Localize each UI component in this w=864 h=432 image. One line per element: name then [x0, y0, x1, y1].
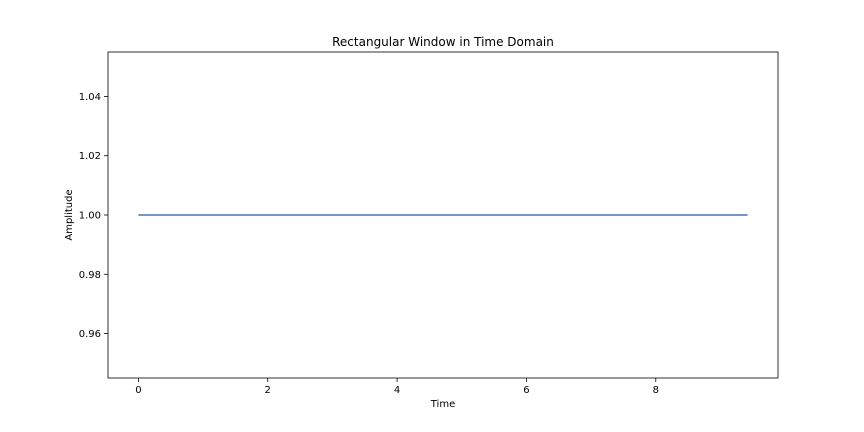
x-tick-label: 8 [653, 385, 659, 396]
x-tick-label: 6 [523, 385, 529, 396]
x-tick-label: 4 [394, 385, 400, 396]
y-tick-label: 1.00 [79, 211, 101, 222]
y-axis: 0.96 0.98 1.00 1.02 1.04 [79, 92, 108, 340]
x-axis-label: Time [430, 399, 455, 410]
chart-title: Rectangular Window in Time Domain [332, 35, 554, 49]
y-axis-label: Amplitude [64, 189, 75, 240]
x-axis: 0 2 4 6 8 [135, 378, 659, 396]
x-tick-label: 2 [265, 385, 271, 396]
y-tick-label: 1.04 [79, 92, 101, 103]
y-tick-label: 0.96 [79, 329, 101, 340]
y-tick-label: 1.02 [79, 151, 101, 162]
x-tick-label: 0 [135, 385, 141, 396]
y-tick-label: 0.98 [79, 270, 101, 281]
